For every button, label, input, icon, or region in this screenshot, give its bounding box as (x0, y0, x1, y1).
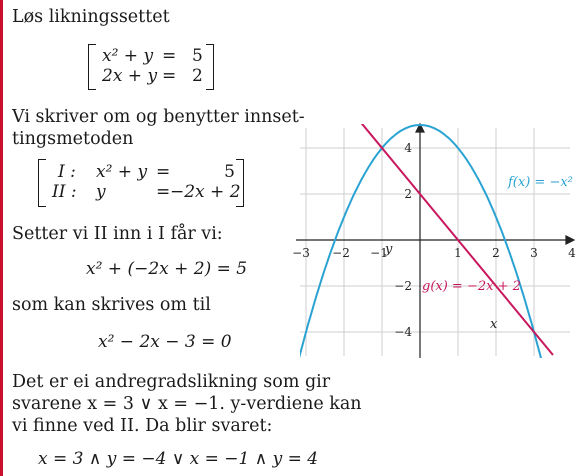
system2-row2-eq: = (156, 182, 171, 202)
y-tick-label: 2 (404, 187, 412, 201)
x-tick-label: −2 (332, 246, 350, 260)
right-bracket (206, 44, 214, 90)
y-axis-label: y (384, 242, 393, 257)
x-tick-label: −1 (370, 246, 388, 260)
x-tick-label: 4 (568, 246, 576, 260)
line-g (360, 124, 554, 356)
system2-row1-label: I : (58, 162, 76, 182)
paragraph-4-line-1: Det er ei andregradslikning som gir (12, 372, 331, 392)
system1-row1-lhs: x² + y (102, 46, 154, 66)
x-tick-label: 3 (530, 246, 538, 260)
y-tick-labels: 4 2 −2 −4 (394, 141, 412, 339)
system1-row2-eq: = (162, 66, 177, 86)
system2-row2-rhs: −2x + 2 (170, 182, 241, 202)
x-tick-labels: −3 −2 −1 1 2 3 4 (292, 246, 576, 260)
y-tick-label: −4 (394, 325, 412, 339)
paragraph-4-line-3: vi finne ved II. Da blir svaret: (12, 416, 273, 436)
system2-row2-label: II : (52, 182, 77, 202)
system1-row2-rhs: 2 (192, 66, 203, 86)
axes (296, 122, 576, 358)
left-bracket (88, 44, 96, 90)
paragraph-2: Setter vi II inn i I får vi: (12, 224, 223, 244)
x-axis-label: x (490, 317, 498, 332)
substituted-equation: x² + (−2x + 2) = 5 (86, 259, 248, 279)
system1-row1-eq: = (162, 46, 177, 66)
answer-equation: x = 3 ∧ y = −4 ∨ x = −1 ∧ y = 4 (38, 449, 319, 469)
f-label: f(x) = −x² + 5 (507, 175, 576, 190)
heading: Løs likningssettet (12, 7, 170, 27)
g-label: g(x) = −2x + 2 (422, 279, 521, 294)
x-tick-label: 1 (454, 246, 462, 260)
paragraph-4-line-2: svarene x = 3 ∨ x = −1. y-verdiene kan (12, 394, 362, 414)
quadratic-equation: x² − 2x − 3 = 0 (98, 332, 232, 352)
system2-row1-eq: = (156, 162, 171, 182)
y-tick-label: −2 (394, 279, 412, 293)
y-tick-label: 4 (404, 141, 412, 155)
x-tick-label: −3 (292, 246, 310, 260)
margin-bar (0, 0, 3, 476)
paragraph-1-line-2: tingsmetoden (12, 129, 134, 149)
left-bracket (38, 159, 46, 207)
system2-row1-rhs: 5 (224, 162, 235, 182)
system2-row2-lhs: y (96, 182, 106, 202)
system1-row2-lhs: 2x + y (102, 66, 158, 86)
x-tick-label: 2 (492, 246, 500, 260)
right-bracket (236, 159, 244, 207)
parabola-f (300, 124, 542, 358)
paragraph-1-line-1: Vi skriver om og benytter innset- (12, 107, 305, 127)
paragraph-3: som kan skrives om til (12, 295, 211, 315)
system2-row1-lhs: x² + y (96, 162, 148, 182)
grid (300, 128, 570, 356)
system1-row1-rhs: 5 (192, 46, 203, 66)
